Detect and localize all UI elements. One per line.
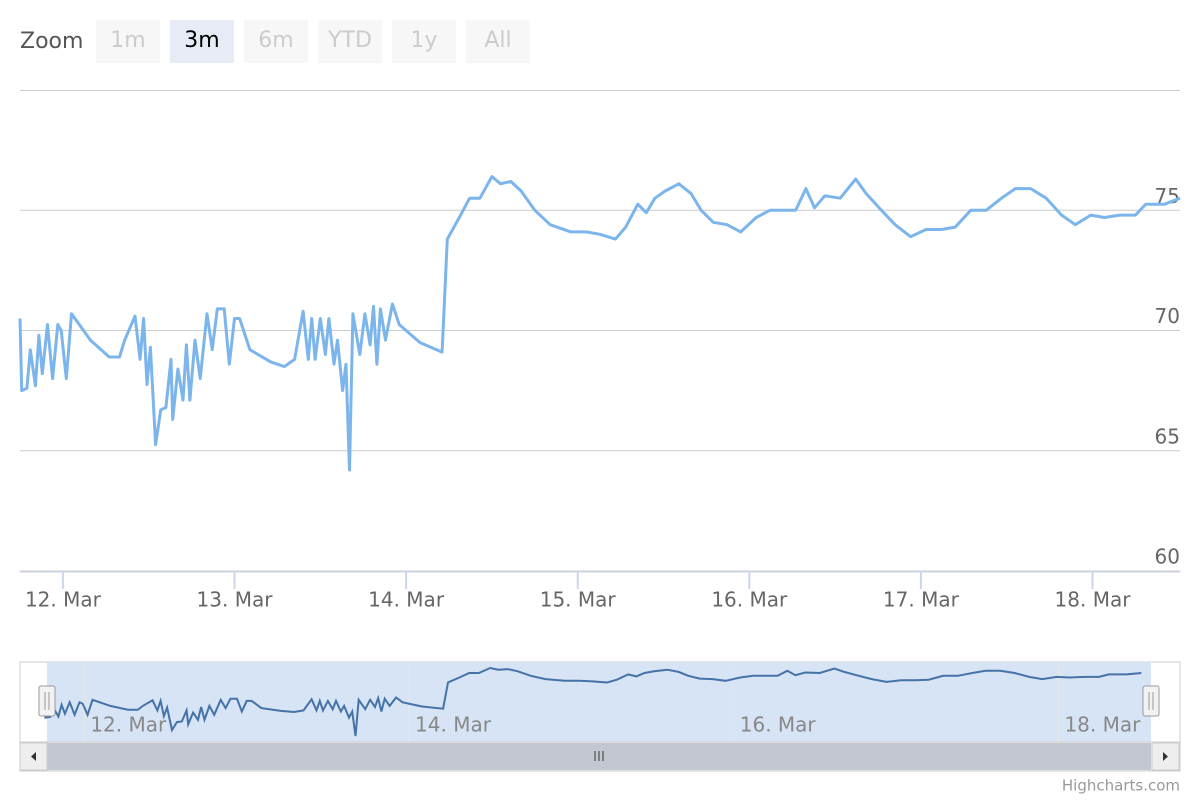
- zoom-label: Zoom: [20, 29, 83, 54]
- navigator-handle-right[interactable]: [1142, 685, 1160, 717]
- arrow-left: [31, 752, 36, 761]
- navigator-mask: [47, 662, 1151, 742]
- range-button-label[interactable]: YTD: [327, 28, 372, 53]
- y-tick-label: 60: [1155, 545, 1180, 569]
- arrow-right: [1163, 752, 1168, 761]
- y-tick-label: 65: [1155, 424, 1180, 448]
- navigator: 12. Mar 14. Mar 16. Mar 18. Mar: [42, 662, 1142, 742]
- scrollbar-grip: [594, 751, 604, 761]
- navigator-tick-label: 14. Mar: [415, 713, 492, 737]
- x-tick-label: 16. Mar: [711, 588, 788, 612]
- x-tick-label: 15. Mar: [540, 588, 617, 612]
- x-tick-label: 14. Mar: [368, 588, 445, 612]
- range-buttons: 1m 3m 6m YTD 1y All: [96, 20, 530, 63]
- range-button-label[interactable]: 1m: [110, 28, 145, 53]
- navigator-tick-label: 12. Mar: [90, 713, 167, 737]
- handle-grip: [44, 692, 50, 710]
- range-button[interactable]: [96, 20, 160, 63]
- navigator-handle-left[interactable]: [38, 685, 56, 717]
- handle-grip: [1148, 692, 1154, 710]
- range-button[interactable]: [466, 20, 530, 63]
- x-tick-label: 13. Mar: [197, 588, 274, 612]
- range-button[interactable]: [392, 20, 456, 63]
- scroll-right[interactable]: [1151, 742, 1180, 771]
- range-button-label[interactable]: 1y: [410, 28, 437, 53]
- x-tick-label: 17. Mar: [883, 588, 960, 612]
- navigator-line: [42, 666, 1142, 737]
- range-button-label[interactable]: 6m: [258, 28, 293, 53]
- x-tick-label: 18. Mar: [1055, 588, 1132, 612]
- x-tick-label: 12. Mar: [25, 588, 102, 612]
- y-tick-label: 70: [1155, 304, 1180, 328]
- range-button[interactable]: [170, 20, 234, 63]
- range-button-label[interactable]: All: [484, 28, 511, 53]
- range-button-label[interactable]: 3m: [184, 28, 219, 53]
- navigator-tick-label: 18. Mar: [1064, 713, 1141, 737]
- navigator-tick-label: 16. Mar: [740, 713, 817, 737]
- range-button[interactable]: [318, 20, 382, 63]
- credits[interactable]: Highcharts.com: [1062, 777, 1180, 795]
- series-line: [18, 175, 1181, 472]
- range-button[interactable]: [244, 20, 308, 63]
